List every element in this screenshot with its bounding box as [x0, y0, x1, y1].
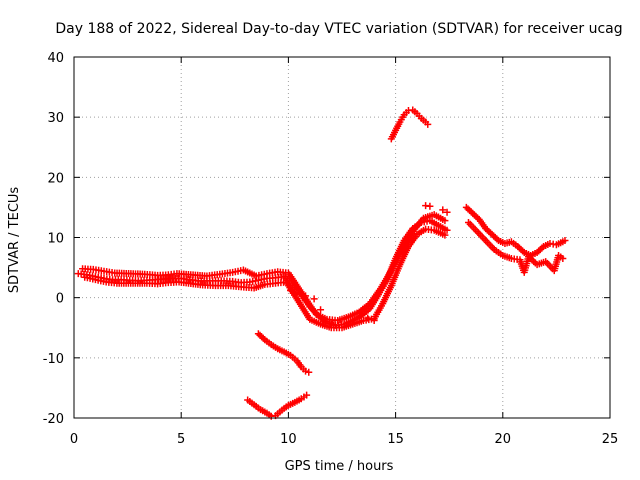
x-axis-label: GPS time / hours — [285, 459, 394, 474]
data-point-marker — [559, 255, 567, 263]
data-point-marker — [317, 306, 325, 314]
data-point-marker — [439, 206, 447, 214]
data-point-marker — [305, 368, 313, 376]
data-point-marker — [426, 202, 434, 210]
data-point-marker — [295, 289, 303, 297]
series-upper-arc — [387, 106, 432, 143]
y-tick-label: 20 — [47, 171, 64, 186]
x-tick-label: 10 — [280, 432, 297, 447]
data-point-marker — [561, 237, 569, 245]
data-point-marker — [443, 208, 451, 216]
x-tick-label: 25 — [602, 432, 619, 447]
y-tick-label: 40 — [47, 51, 64, 66]
axis-ticks: 0 5 10 15 20 25 -20 -10 0 10 20 30 40 — [43, 51, 619, 447]
data-point-marker — [302, 292, 310, 300]
x-tick-label: 0 — [70, 432, 78, 447]
chart-title: Day 188 of 2022, Sidereal Day-to-day VTE… — [55, 21, 622, 37]
series-late-segment-upper — [462, 203, 569, 260]
data-point-marker — [370, 317, 378, 325]
x-tick-label: 15 — [387, 432, 404, 447]
data-point-marker — [303, 391, 311, 399]
series-late-segment-lower — [464, 218, 567, 276]
y-tick-label: -10 — [43, 352, 64, 367]
y-tick-label: 10 — [47, 232, 64, 247]
series-bottom-branch — [244, 391, 311, 420]
y-tick-label: 30 — [47, 111, 64, 126]
data-point-marker — [441, 231, 449, 239]
data-points — [74, 106, 569, 420]
series-negative-branch — [254, 330, 313, 376]
y-axis-label: SDTVAR / TECUs — [7, 187, 22, 294]
data-point-marker — [364, 314, 372, 322]
data-point-marker — [424, 120, 432, 128]
x-tick-label: 20 — [495, 432, 512, 447]
data-point-marker — [441, 217, 449, 225]
data-point-marker — [287, 286, 295, 294]
data-point-marker — [291, 290, 299, 298]
series-lower-strand — [81, 225, 449, 332]
data-point-marker — [443, 226, 451, 234]
series-upper-strand — [79, 211, 449, 325]
data-point-marker — [302, 367, 310, 375]
y-tick-label: 0 — [56, 292, 64, 307]
x-tick-label: 5 — [177, 432, 185, 447]
series-sparse-scatter — [287, 202, 451, 325]
grid-lines — [74, 57, 610, 418]
data-point-marker — [310, 295, 318, 303]
y-tick-label: -20 — [43, 412, 64, 427]
